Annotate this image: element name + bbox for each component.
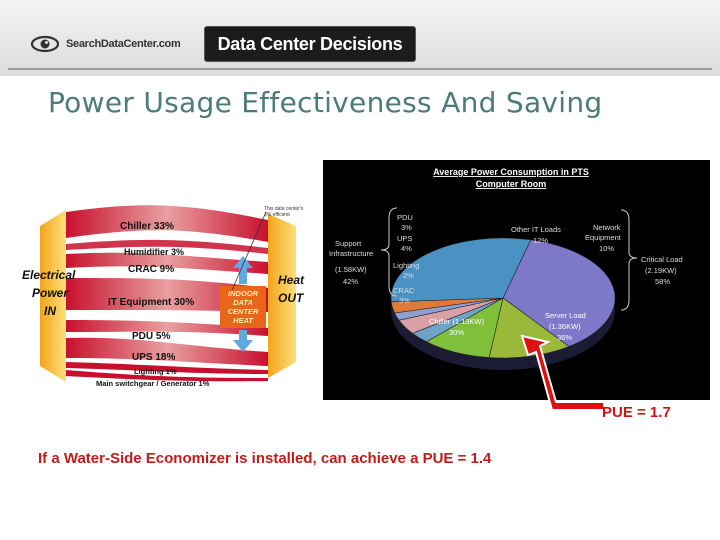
critical-load-brace — [620, 209, 638, 311]
pie-slices-group — [390, 237, 616, 359]
site-logo-text: SearchDataCenter.com — [66, 38, 181, 50]
eye-logo-icon — [30, 35, 60, 53]
label-electrical: Electrical — [22, 268, 76, 282]
center-label-indoor: INDOOR — [228, 289, 259, 298]
annotation-line-2: 3% efficient — [264, 212, 290, 218]
flow-switchgear — [66, 370, 268, 382]
power-consumption-pie-chart: Average Power Consumption in PTS Compute… — [329, 167, 683, 370]
energy-flow-diagram: Electrical Power IN Heat OUT INDOOR DATA… — [22, 205, 305, 388]
pie-label-server-pct: 36% — [557, 333, 572, 342]
flow-pdu — [66, 320, 268, 336]
annotation-pointer — [231, 211, 267, 291]
pie-label-support: Support — [335, 239, 362, 248]
pie-label-ups: UPS — [397, 234, 412, 243]
pie-title-line-1: Average Power Consumption in PTS — [433, 167, 589, 177]
flow-it-equipment — [66, 278, 268, 312]
center-label-data: DATA — [233, 298, 253, 307]
pie-label-critical-kw: (2.19KW) — [645, 266, 677, 275]
label-heat: Heat — [278, 273, 305, 287]
economizer-note: If a Water-Side Economizer is installed,… — [38, 450, 492, 467]
pie-label-support-sub: Infrastructure — [329, 249, 373, 258]
flow-label-ups: UPS 18% — [132, 352, 175, 363]
up-arrow-icon — [233, 256, 253, 284]
pie-label-crac-pct: 3% — [399, 296, 410, 305]
pie-label-support-kw: (1.58KW) — [335, 265, 367, 274]
flow-label-it-equipment: IT Equipment 30% — [108, 297, 194, 308]
pie-label-network-sub: Equipment — [585, 233, 622, 242]
flow-lighting — [66, 362, 268, 374]
pie-label-critical: Critical Load — [641, 255, 683, 264]
pie-label-other-it-pct: 12% — [533, 236, 548, 245]
pie-label-lighting-pct: 2% — [403, 271, 414, 280]
slide-title: Power Usage Effectiveness And Saving — [48, 86, 603, 119]
flow-crac — [66, 252, 268, 274]
flow-label-switchgear: Main switchgear / Generator 1% — [96, 379, 210, 388]
flow-label-chiller: Chiller 33% — [120, 221, 174, 232]
center-label-heat: HEAT — [233, 316, 254, 325]
flow-ups — [66, 337, 268, 366]
annotation-line-1: This data center's — [264, 206, 304, 212]
pie-slice-chiller-1-13kw — [390, 237, 532, 303]
pie-label-server: Server Load — [545, 311, 586, 320]
site-logo[interactable]: SearchDataCenter.com — [30, 30, 181, 58]
power-consumption-chart-panel: Average Power Consumption in PTS Compute… — [323, 160, 710, 400]
electrical-input-arrow — [40, 210, 66, 382]
pie-label-chiller: Chiller (1.13KW) — [429, 317, 485, 326]
support-infrastructure-brace — [380, 207, 398, 297]
down-arrow-icon — [233, 330, 253, 352]
flow-label-humidifier: Humidifier 3% — [124, 247, 184, 257]
flow-label-pdu: PDU 5% — [132, 331, 170, 342]
pie-label-pdu-pct: 3% — [401, 223, 412, 232]
pie-label-other-it: Other IT Loads — [511, 225, 561, 234]
pie-label-lighting: Lighting — [393, 261, 419, 270]
data-center-decisions-badge: Data Center Decisions — [204, 26, 416, 62]
pie-label-network-pct: 10% — [599, 244, 614, 253]
label-out: OUT — [278, 291, 305, 305]
pie-label-pdu: PDU — [397, 213, 413, 222]
flow-label-crac: CRAC 9% — [128, 264, 174, 275]
pie-label-server-kw: (1.36KW) — [549, 322, 581, 331]
flow-label-lighting: Lighting 1% — [134, 367, 177, 376]
label-in: IN — [44, 304, 56, 318]
pie-label-crac: CRAC — [393, 286, 415, 295]
indoor-heat-box — [220, 286, 266, 328]
pie-title-line-2: Computer Room — [476, 179, 547, 189]
pie-label-support-pct: 42% — [343, 277, 358, 286]
heat-output-arrow — [268, 214, 296, 378]
center-label-center: CENTER — [228, 307, 259, 316]
flow-humidifier — [66, 239, 268, 254]
pie-label-critical-pct: 58% — [655, 277, 670, 286]
pue-current-label: PUE = 1.7 — [602, 404, 671, 421]
pie-label-network: Network — [593, 223, 621, 232]
pie-label-ups-pct: 4% — [401, 244, 412, 253]
flow-chiller — [66, 205, 268, 242]
pie-label-chiller-pct: 30% — [449, 328, 464, 337]
label-power: Power — [32, 286, 69, 300]
